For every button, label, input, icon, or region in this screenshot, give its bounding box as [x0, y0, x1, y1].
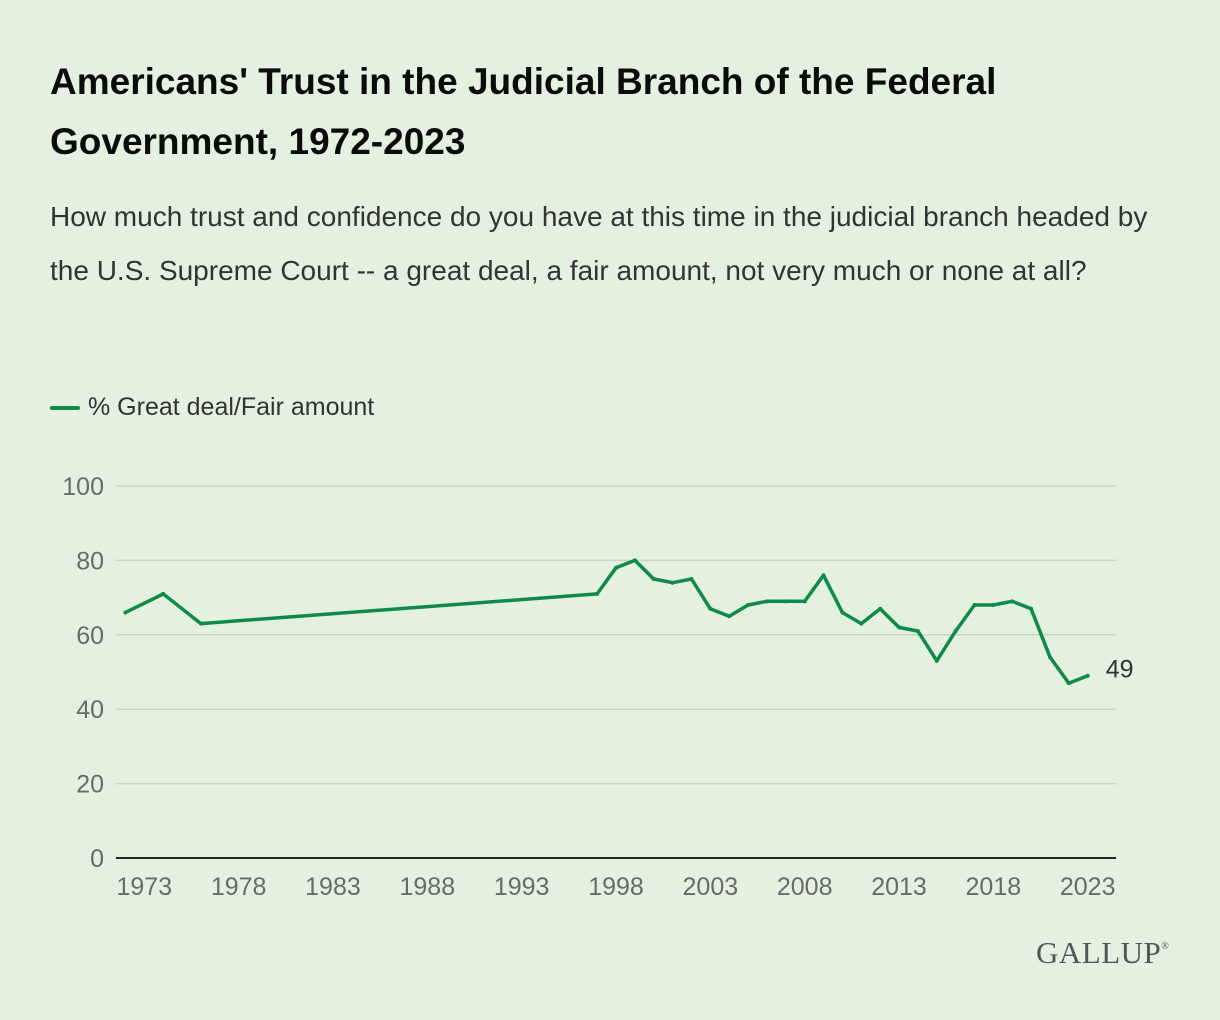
y-tick-label: 0: [90, 845, 104, 873]
data-point: [878, 606, 883, 611]
data-point: [708, 606, 713, 611]
series-line: [123, 558, 1090, 685]
data-point: [123, 610, 128, 615]
chart-subtitle: How much trust and confidence do you hav…: [50, 201, 1148, 286]
data-point: [1047, 655, 1052, 660]
x-tick-label: 1993: [494, 873, 550, 901]
data-point: [670, 580, 675, 585]
y-tick-label: 100: [62, 473, 104, 501]
data-point: [727, 614, 732, 619]
logo-registered-mark: ®: [1161, 941, 1170, 952]
data-point: [198, 621, 203, 626]
y-axis-ticks: 0 20 40 60 80 100: [62, 473, 104, 873]
legend-swatch: [50, 405, 80, 410]
data-point: [802, 599, 807, 604]
data-point: [614, 565, 618, 570]
data-point: [783, 599, 788, 604]
legend-label: % Great deal/Fair amount: [88, 393, 375, 421]
y-tick-label: 40: [76, 696, 104, 724]
x-tick-label: 1998: [588, 873, 644, 901]
x-tick-label: 1978: [211, 873, 267, 901]
data-point: [953, 629, 958, 634]
data-point: [595, 591, 600, 596]
data-point: [1066, 681, 1071, 686]
y-tick-label: 20: [76, 771, 104, 799]
data-point: [991, 603, 996, 608]
data-point: [689, 577, 694, 581]
x-tick-label: 2008: [777, 873, 833, 901]
data-point: [821, 573, 826, 578]
data-point: [1085, 673, 1090, 678]
series-layer: [123, 558, 1090, 686]
y-tick-label: 60: [76, 622, 104, 650]
x-tick-label: 1973: [116, 873, 172, 901]
end-value-label: 49: [1106, 656, 1134, 684]
data-point: [1010, 599, 1015, 604]
x-tick-label: 2018: [966, 873, 1022, 901]
x-tick-label: 1983: [305, 873, 361, 901]
y-tick-label: 80: [76, 547, 104, 575]
data-labels: 49: [1106, 656, 1134, 684]
x-tick-label: 2013: [871, 873, 927, 901]
data-point: [840, 610, 845, 615]
data-point: [746, 603, 751, 608]
gallup-logo: GALLUP®: [1036, 935, 1169, 971]
x-tick-label: 1988: [400, 873, 456, 901]
data-point: [161, 591, 166, 596]
chart-title: Americans' Trust in the Judicial Branch …: [50, 61, 997, 162]
data-point: [972, 603, 977, 608]
data-point: [934, 658, 939, 663]
data-point: [1029, 606, 1034, 611]
legend: % Great deal/Fair amount: [50, 393, 374, 422]
data-point: [915, 629, 920, 634]
data-point: [632, 558, 637, 563]
data-point: [897, 625, 902, 630]
data-point: [651, 577, 656, 581]
logo-text: GALLUP: [1036, 935, 1162, 970]
grid-lines: [116, 485, 1116, 859]
data-point: [764, 599, 769, 604]
data-point: [859, 621, 864, 626]
x-tick-label: 2023: [1060, 873, 1116, 901]
x-tick-label: 2003: [683, 873, 739, 901]
x-axis-ticks: 1973 1978 1983 1988 1993 1998 2003 2008 2013 2018…: [116, 873, 1115, 901]
